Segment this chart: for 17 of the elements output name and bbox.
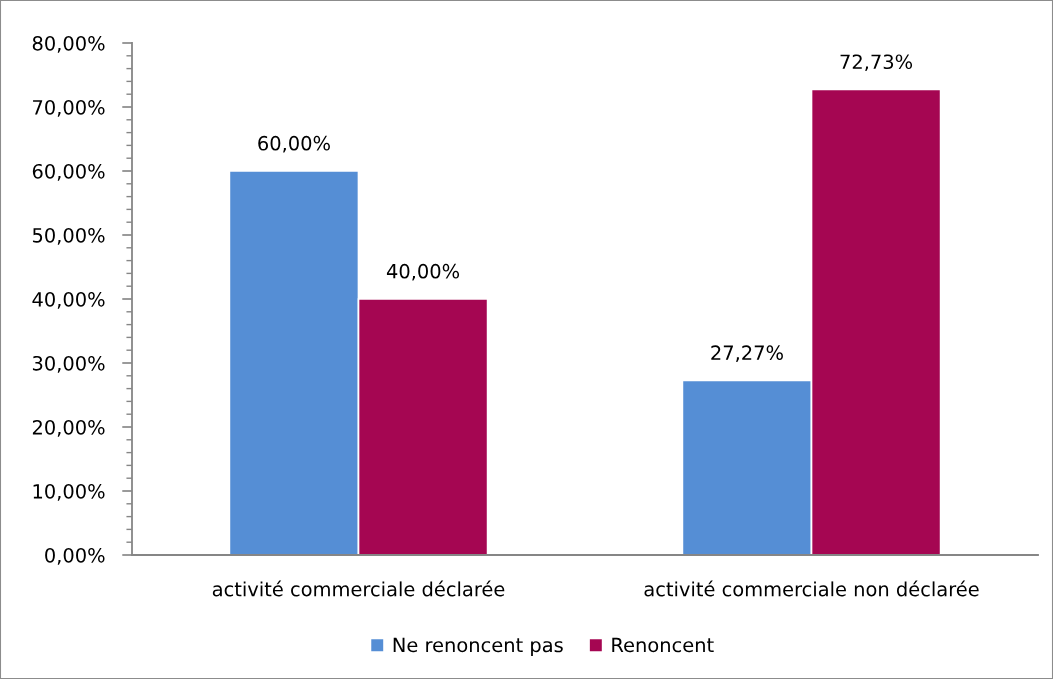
y-tick-label: 60,00%	[32, 163, 105, 181]
y-tick-label: 50,00%	[32, 227, 105, 245]
y-tick-label: 70,00%	[33, 99, 105, 117]
data-label: 40,00%	[386, 263, 460, 281]
y-tick-label: 0,00%	[45, 547, 105, 565]
data-label: 27,27%	[711, 345, 783, 363]
x-tick-label: activité commerciale non déclarée	[644, 580, 979, 597]
y-tick-label: 10,00%	[33, 483, 105, 501]
y-tick-label: 20,00%	[32, 419, 105, 437]
legend-label: Renoncent	[612, 637, 714, 653]
x-tick-label: activité commerciale déclarée	[212, 580, 505, 597]
y-tick-label: 30,00%	[32, 355, 105, 373]
data-label: 60,00%	[258, 135, 330, 153]
y-tick-label: 80,00%	[32, 35, 105, 53]
legend-label: Ne renoncent pas	[393, 637, 563, 657]
y-tick-label: 40,00%	[32, 291, 105, 309]
data-label: 72,73%	[840, 54, 913, 72]
